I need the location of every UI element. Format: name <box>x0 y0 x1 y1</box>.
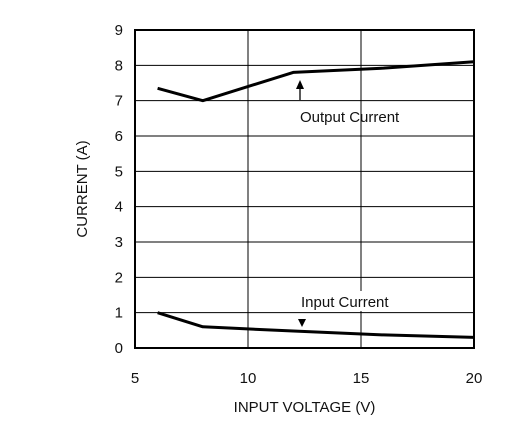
series-line-output-current <box>157 60 475 103</box>
x-tick-label: 10 <box>240 370 257 387</box>
tick-labels: 0 1 2 3 4 5 6 7 8 9 5 10 15 20 <box>115 22 483 387</box>
x-axis-title: INPUT VOLTAGE (V) <box>234 399 376 416</box>
x-tick-label: 5 <box>131 370 139 387</box>
series-line-input-current <box>157 311 475 339</box>
y-tick-label: 1 <box>115 305 123 322</box>
series-layer <box>157 60 475 339</box>
y-tick-label: 7 <box>115 93 123 110</box>
annotations: Output Current Input Current <box>296 80 413 327</box>
y-axis-title: CURRENT (A) <box>74 140 91 237</box>
y-tick-label: 2 <box>115 269 123 286</box>
input-current-label-bg <box>296 291 413 311</box>
output-current-arrowhead <box>296 80 304 89</box>
x-tick-label: 15 <box>353 370 370 387</box>
input-current-arrowhead <box>298 319 306 327</box>
input-current-label: Input Current <box>301 294 389 311</box>
plot-frame <box>134 29 475 349</box>
y-tick-label: 5 <box>115 163 123 180</box>
output-current-label: Output Current <box>300 109 400 126</box>
y-tick-label: 4 <box>115 199 123 216</box>
y-tick-label: 6 <box>115 128 123 145</box>
y-tick-label: 8 <box>115 57 123 74</box>
y-tick-label: 0 <box>115 340 123 357</box>
y-tick-label: 3 <box>115 234 123 251</box>
x-tick-label: 20 <box>466 370 483 387</box>
y-tick-label: 9 <box>115 22 123 39</box>
